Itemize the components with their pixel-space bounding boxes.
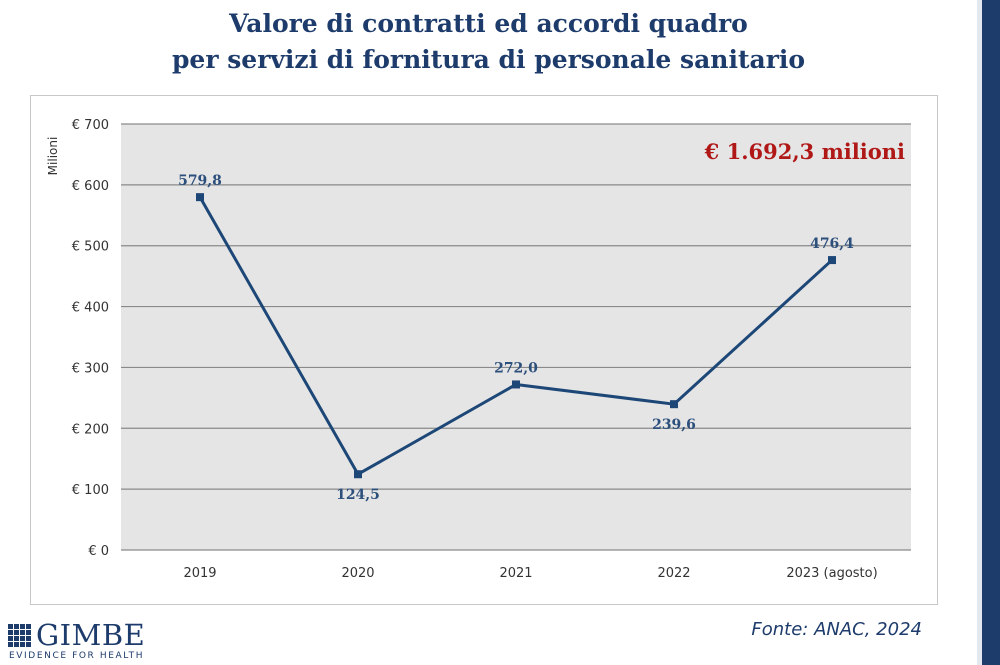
x-tick-label-4: 2023 (agosto)	[786, 566, 877, 581]
y-tick-label-400: € 400	[72, 301, 109, 316]
x-tick-label-0: 2019	[183, 566, 216, 581]
x-tick-label-3: 2022	[657, 566, 690, 581]
chart-frame: € 0 € 100 € 200 € 300 € 400 € 500 € 600 € 700 Mi…	[30, 95, 938, 605]
source-note: Fonte: ANAC, 2024	[751, 619, 922, 640]
data-point-0	[196, 193, 204, 202]
data-point-3	[670, 400, 678, 409]
data-point-1	[354, 470, 362, 479]
x-tick-label-1: 2020	[341, 566, 374, 581]
right-accent-bar	[977, 0, 1000, 665]
line-chart: € 0 € 100 € 200 € 300 € 400 € 500 € 600 € 700 Mi…	[46, 118, 911, 581]
logo-grid-icon	[8, 624, 32, 648]
data-label-0: 579,8	[178, 173, 222, 189]
y-axis-label: Milioni	[46, 137, 60, 176]
title-line-2: per servizi di fornitura di personale sa…	[171, 45, 806, 74]
y-tick-label-500: € 500	[72, 240, 109, 255]
chart-title: Valore di contratti ed accordi quadro pe…	[0, 6, 977, 78]
y-tick-label-700: € 700	[72, 118, 109, 133]
y-tick-label-100: € 100	[72, 483, 109, 498]
total-annotation: € 1.692,3 milioni	[704, 139, 905, 164]
title-line-1: Valore di contratti ed accordi quadro	[229, 9, 748, 38]
data-label-1: 124,5	[336, 487, 380, 503]
y-tick-label-300: € 300	[72, 361, 109, 376]
data-point-2	[512, 380, 520, 389]
y-tick-label-600: € 600	[72, 179, 109, 194]
data-point-4	[828, 256, 836, 265]
y-tick-label-0: € 0	[88, 544, 109, 559]
y-tick-label-200: € 200	[72, 422, 109, 437]
x-tick-label-2: 2021	[499, 566, 532, 581]
logo-wordmark: GIMBE	[36, 618, 146, 652]
logo-tagline: EVIDENCE FOR HEALTH	[9, 651, 145, 661]
data-label-3: 239,6	[652, 417, 696, 433]
data-label-2: 272,0	[494, 360, 538, 376]
data-label-4: 476,4	[810, 236, 854, 252]
gimbe-logo: GIMBE EVIDENCE FOR HEALTH	[8, 620, 168, 664]
plot-area	[121, 124, 911, 550]
